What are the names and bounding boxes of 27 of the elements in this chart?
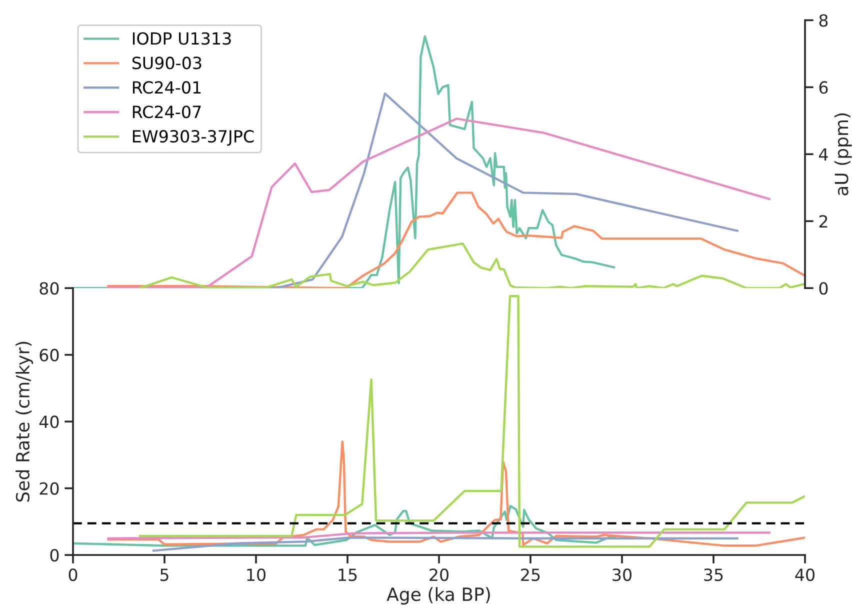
- x-tick-label: 25: [521, 568, 540, 582]
- legend-label: IODP U1313: [132, 32, 231, 45]
- y-tick-label: 80: [40, 282, 59, 295]
- y2-tick-label: 0: [819, 282, 828, 295]
- x-tick-label: 40: [795, 568, 814, 582]
- x-tick-label: 15: [338, 568, 357, 582]
- y-axis-title: Sed Rate (cm/kyr): [16, 342, 34, 502]
- y2-axis-title: aU (ppm): [834, 113, 852, 196]
- y2-tick-label: 4: [819, 148, 828, 160]
- x-tick-label: 30: [612, 568, 632, 582]
- x-tick-label: 20: [430, 568, 448, 582]
- x-tick-label: 5: [160, 568, 168, 582]
- y2-tick-label: 8: [819, 14, 828, 27]
- legend-label: SU90-03: [132, 56, 202, 70]
- y-tick-label: 0: [50, 548, 59, 562]
- x-axis-title: Age (ka BP): [386, 587, 490, 605]
- y-tick-label: 40: [39, 416, 59, 428]
- x-tick-label: 35: [704, 568, 723, 582]
- y2-tick-label: 2: [819, 215, 828, 228]
- y-tick-label: 20: [40, 482, 59, 495]
- y2-tick-label: 6: [819, 81, 828, 94]
- y-tick-label: 60: [40, 348, 59, 362]
- legend-label: RC24-01: [132, 81, 201, 94]
- legend-label: RC24-07: [132, 106, 201, 118]
- x-tick-label: 0: [68, 568, 78, 582]
- x-tick-label: 10: [247, 568, 266, 582]
- legend-label: EW9303-37JPC: [132, 130, 254, 146]
